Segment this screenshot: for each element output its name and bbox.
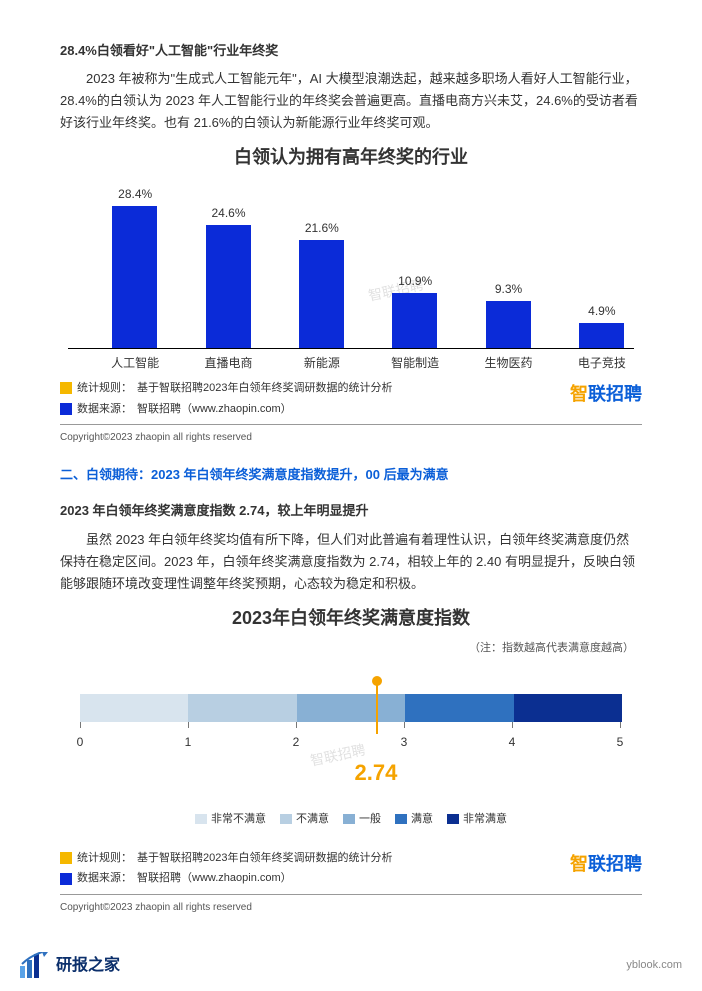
section2-paragraph: 虽然 2023 年白领年终奖均值有所下降，但人们对此普遍有着理性认识，白领年终奖… xyxy=(60,529,642,595)
gauge-tick-label: 3 xyxy=(401,732,408,752)
bar-value-label: 4.9% xyxy=(572,301,632,321)
source-label: 数据来源： xyxy=(77,400,132,419)
legend-label: 不满意 xyxy=(296,810,329,829)
legend-swatch-icon xyxy=(280,814,292,824)
brand-zhi-2: 智 xyxy=(570,854,588,874)
source-text-2: 智联招聘（www.zhaopin.com） xyxy=(137,869,292,888)
gauge-note: （注：指数越高代表满意度越高） xyxy=(60,639,634,658)
gauge-segment xyxy=(405,694,513,722)
bar-value-label: 10.9% xyxy=(385,271,445,291)
legend-swatch-icon xyxy=(343,814,355,824)
bar-chart-title: 白领认为拥有高年终奖的行业 xyxy=(60,142,642,173)
gauge-segment xyxy=(188,694,296,722)
footer-brand-text: 研报之家 xyxy=(56,952,120,979)
bar-chart: 智联招聘 28.4%24.6%21.6%10.9%9.3%4.9% 人工智能直播… xyxy=(60,179,642,369)
legend-swatch-icon xyxy=(395,814,407,824)
bar-category-label: 智能制造 xyxy=(380,353,450,373)
intro-paragraph: 2023 年被称为"生成式人工智能元年"，AI 大模型浪潮迭起，越来越多职场人看… xyxy=(60,68,642,134)
rule-text-2: 基于智联招聘2023年白领年终奖调研数据的统计分析 xyxy=(137,849,392,868)
source-text: 智联招聘（www.zhaopin.com） xyxy=(137,400,292,419)
gauge-tick-label: 2 xyxy=(293,732,300,752)
legend-label: 满意 xyxy=(411,810,433,829)
footer-url: yblook.com xyxy=(626,956,682,975)
bar-value-label: 9.3% xyxy=(479,279,539,299)
section2-subheading: 2023 年白领年终奖满意度指数 2.74，较上年明显提升 xyxy=(60,500,642,522)
rule-swatch-icon xyxy=(60,852,72,864)
source-box-2: 统计规则： 基于智联招聘2023年白领年终奖调研数据的统计分析 数据来源： 智联… xyxy=(60,839,642,890)
gauge-tick-label: 4 xyxy=(509,732,516,752)
legend-swatch-icon xyxy=(195,814,207,824)
gauge-segment xyxy=(514,694,622,722)
bar-category-label: 电子竞技 xyxy=(567,353,637,373)
source-label-2: 数据来源： xyxy=(77,869,132,888)
bar-category-label: 新能源 xyxy=(287,353,357,373)
bar-value-label: 24.6% xyxy=(199,203,259,223)
legend-item: 不满意 xyxy=(280,810,329,829)
gauge-title: 2023年白领年终奖满意度指数 xyxy=(60,603,642,634)
legend-item: 一般 xyxy=(343,810,381,829)
gauge-pointer xyxy=(376,682,378,734)
legend-item: 满意 xyxy=(395,810,433,829)
brand-logo-2: 智联招聘 xyxy=(570,849,642,880)
legend-label: 非常满意 xyxy=(463,810,507,829)
legend-label: 一般 xyxy=(359,810,381,829)
rule-text: 基于智联招聘2023年白领年终奖调研数据的统计分析 xyxy=(137,379,392,398)
rule-label: 统计规则： xyxy=(77,379,132,398)
source-swatch-icon xyxy=(60,403,72,415)
bar-value-label: 28.4% xyxy=(105,184,165,204)
legend-item: 非常满意 xyxy=(447,810,507,829)
rule-label-2: 统计规则： xyxy=(77,849,132,868)
gauge-segment xyxy=(80,694,188,722)
brand-lian: 联招聘 xyxy=(588,384,642,404)
gauge-tick-label: 0 xyxy=(77,732,84,752)
gauge-tick-label: 1 xyxy=(185,732,192,752)
copyright-2: Copyright©2023 zhaopin all rights reserv… xyxy=(60,894,642,916)
copyright-1: Copyright©2023 zhaopin all rights reserv… xyxy=(60,424,642,446)
section2-title: 二、白领期待：2023 年白领年终奖满意度指数提升，00 后最为满意 xyxy=(60,464,642,486)
brand-logo: 智联招聘 xyxy=(570,379,642,410)
bar-category-label: 直播电商 xyxy=(194,353,264,373)
source-box-1: 统计规则： 基于智联招聘2023年白领年终奖调研数据的统计分析 数据来源： 智联… xyxy=(60,369,642,420)
legend-label: 非常不满意 xyxy=(211,810,266,829)
gauge-value: 2.74 xyxy=(354,754,397,791)
page-footer: 研报之家 yblook.com xyxy=(0,952,702,979)
source-swatch-icon xyxy=(60,873,72,885)
intro-heading: 28.4%白领看好"人工智能"行业年终奖 xyxy=(60,40,642,62)
gauge-chart: 智联招聘 2.74 012345 xyxy=(70,664,632,804)
gauge-tick-label: 5 xyxy=(617,732,624,752)
bar-category-label: 生物医药 xyxy=(474,353,544,373)
brand-lian-2: 联招聘 xyxy=(588,854,642,874)
footer-logo-icon xyxy=(20,952,50,978)
legend-swatch-icon xyxy=(447,814,459,824)
rule-swatch-icon xyxy=(60,382,72,394)
bar-value-label: 21.6% xyxy=(292,218,352,238)
bar-category-label: 人工智能 xyxy=(100,353,170,373)
gauge-segment xyxy=(297,694,405,722)
brand-zhi: 智 xyxy=(570,384,588,404)
gauge-legend: 非常不满意 不满意 一般 满意 非常满意 xyxy=(60,810,642,829)
legend-item: 非常不满意 xyxy=(195,810,266,829)
